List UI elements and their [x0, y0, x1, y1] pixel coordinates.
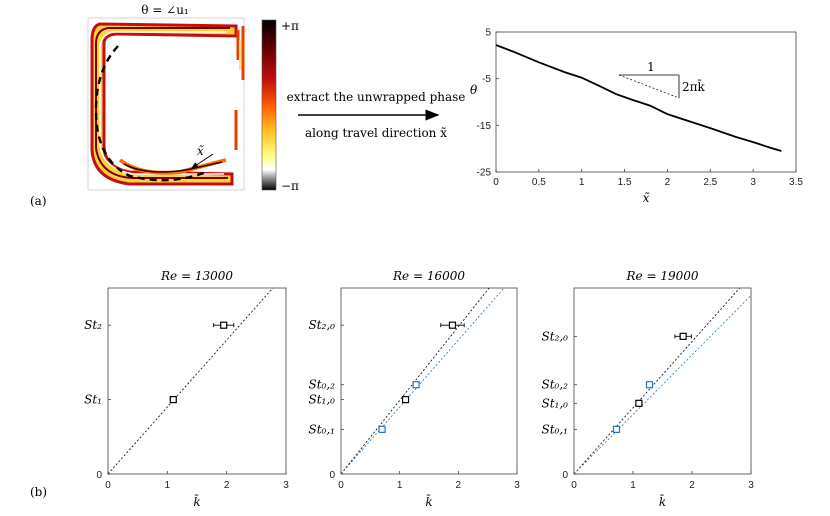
black-fit-line — [107, 287, 274, 475]
path-label: x̃ — [197, 144, 204, 158]
plot-frame — [573, 287, 752, 475]
blue-data-point — [612, 425, 621, 433]
y-tick-label: -5 — [482, 74, 491, 85]
x-tick-label: 3 — [750, 177, 756, 188]
black-data-point — [679, 332, 687, 340]
x-axis-label: k̄ — [659, 493, 666, 509]
blue-data-point — [378, 425, 386, 433]
slope-rise-label: 2πk̄ — [682, 78, 706, 94]
x-tick-label: 0 — [493, 177, 499, 188]
x-tick-label: 2 — [689, 480, 695, 491]
y-tick-label: St₂ — [84, 318, 102, 332]
x-tick-label: 0 — [105, 480, 111, 491]
blue-fit-line — [573, 295, 752, 475]
x-axis-label: x̃ — [643, 191, 650, 205]
plot-frame — [340, 287, 518, 475]
black-data-point — [169, 396, 177, 404]
x-tick-label: 2 — [456, 480, 462, 491]
chart-title: Re = 13000 — [160, 269, 233, 283]
x-tick-label: 1 — [397, 480, 403, 491]
blue-data-point — [412, 381, 420, 389]
x-tick-label: 0 — [571, 480, 577, 491]
y-tick-label: St₂,₀ — [309, 318, 336, 332]
y-tick-label: St₀,₁ — [542, 422, 568, 436]
x-axis-label: k̄ — [425, 493, 432, 509]
black-data-point — [448, 321, 457, 329]
phase-series-line — [495, 44, 782, 152]
y-tick-label: -15 — [477, 121, 492, 132]
arrow-text-line2: along travel direction x̃ — [305, 126, 447, 140]
y-tick-label: St₁,₀ — [542, 396, 569, 410]
panel-b-label: (b) — [30, 485, 47, 499]
slope-triangle: 1 2πk̄ — [618, 60, 706, 99]
black-data-point — [401, 396, 410, 404]
x-tick-label: 1 — [579, 177, 585, 188]
x-tick-label: 3.5 — [789, 177, 803, 188]
x-tick-label: 2.5 — [703, 177, 717, 188]
x-axis-label: k̄ — [193, 493, 200, 509]
x-tick-label: 1 — [630, 480, 636, 491]
chart-title: Re = 19000 — [626, 269, 699, 283]
y-tick-label: 5 — [485, 28, 491, 39]
blue-data-point — [645, 381, 654, 389]
x-tick-label: 0 — [338, 480, 344, 491]
map-title: θ = ∠u₁ — [141, 3, 189, 17]
y-tick-label: St₁ — [84, 393, 102, 407]
y-tick-label: 0 — [96, 470, 102, 481]
phase-map: θ = ∠u₁ x̃ +π −π (a) — [30, 3, 299, 208]
x-tick-label: 1 — [165, 480, 171, 491]
x-tick-label: 2 — [224, 480, 230, 491]
x-tick-label: 1.5 — [618, 177, 632, 188]
y-tick-label: -25 — [477, 168, 492, 179]
colorbar-bottom-label: −π — [281, 179, 299, 193]
chart-title: Re = 16000 — [392, 269, 465, 283]
x-tick-label: 3 — [514, 480, 520, 491]
plot-frame — [107, 287, 287, 475]
black-fit-line — [573, 287, 741, 475]
y-tick-label: St₂,₀ — [542, 329, 569, 343]
y-axis-label: θ — [470, 83, 478, 97]
y-tick-label: St₀,₂ — [309, 378, 336, 392]
y-tick-label: 0 — [329, 470, 335, 481]
y-tick-label: St₀,₂ — [542, 378, 569, 392]
black-data-point — [635, 399, 643, 407]
arrow-text-line1: extract the unwrapped phase — [287, 90, 466, 104]
extract-arrow: extract the unwrapped phase along travel… — [287, 90, 466, 140]
black-fit-line — [340, 287, 490, 475]
x-tick-label: 2 — [665, 177, 671, 188]
x-tick-label: 3 — [748, 480, 754, 491]
y-tick-label: 0 — [562, 470, 568, 481]
black-data-point — [220, 321, 228, 329]
slope-run-label: 1 — [647, 60, 655, 74]
colorbar-top-label: +π — [281, 19, 299, 33]
scatter-chart-re19000: Re = 19000 k̄ 0 1 2 3 0 St₀,₁ St₁,₀ St₀,₂ St₂,₀ — [542, 269, 755, 509]
x-tick-label: 0.5 — [532, 177, 546, 188]
scatter-chart-re13000: Re = 13000 k̄ 0 1 2 3 0 St₁ St₂ — [84, 269, 289, 509]
phase-line-chart: θ x̃ 1 2πk̄ 0 0.5 1 1.5 2 2.5 3 3.5 5 -5 -15 -25 — [470, 28, 803, 206]
x-tick-label: 3 — [283, 480, 289, 491]
colorbar — [261, 19, 277, 191]
y-tick-label: St₀,₁ — [309, 422, 335, 436]
panel-a-label: (a) — [30, 194, 47, 208]
blue-fit-line — [340, 287, 505, 475]
y-tick-label: St₁,₀ — [309, 393, 336, 407]
